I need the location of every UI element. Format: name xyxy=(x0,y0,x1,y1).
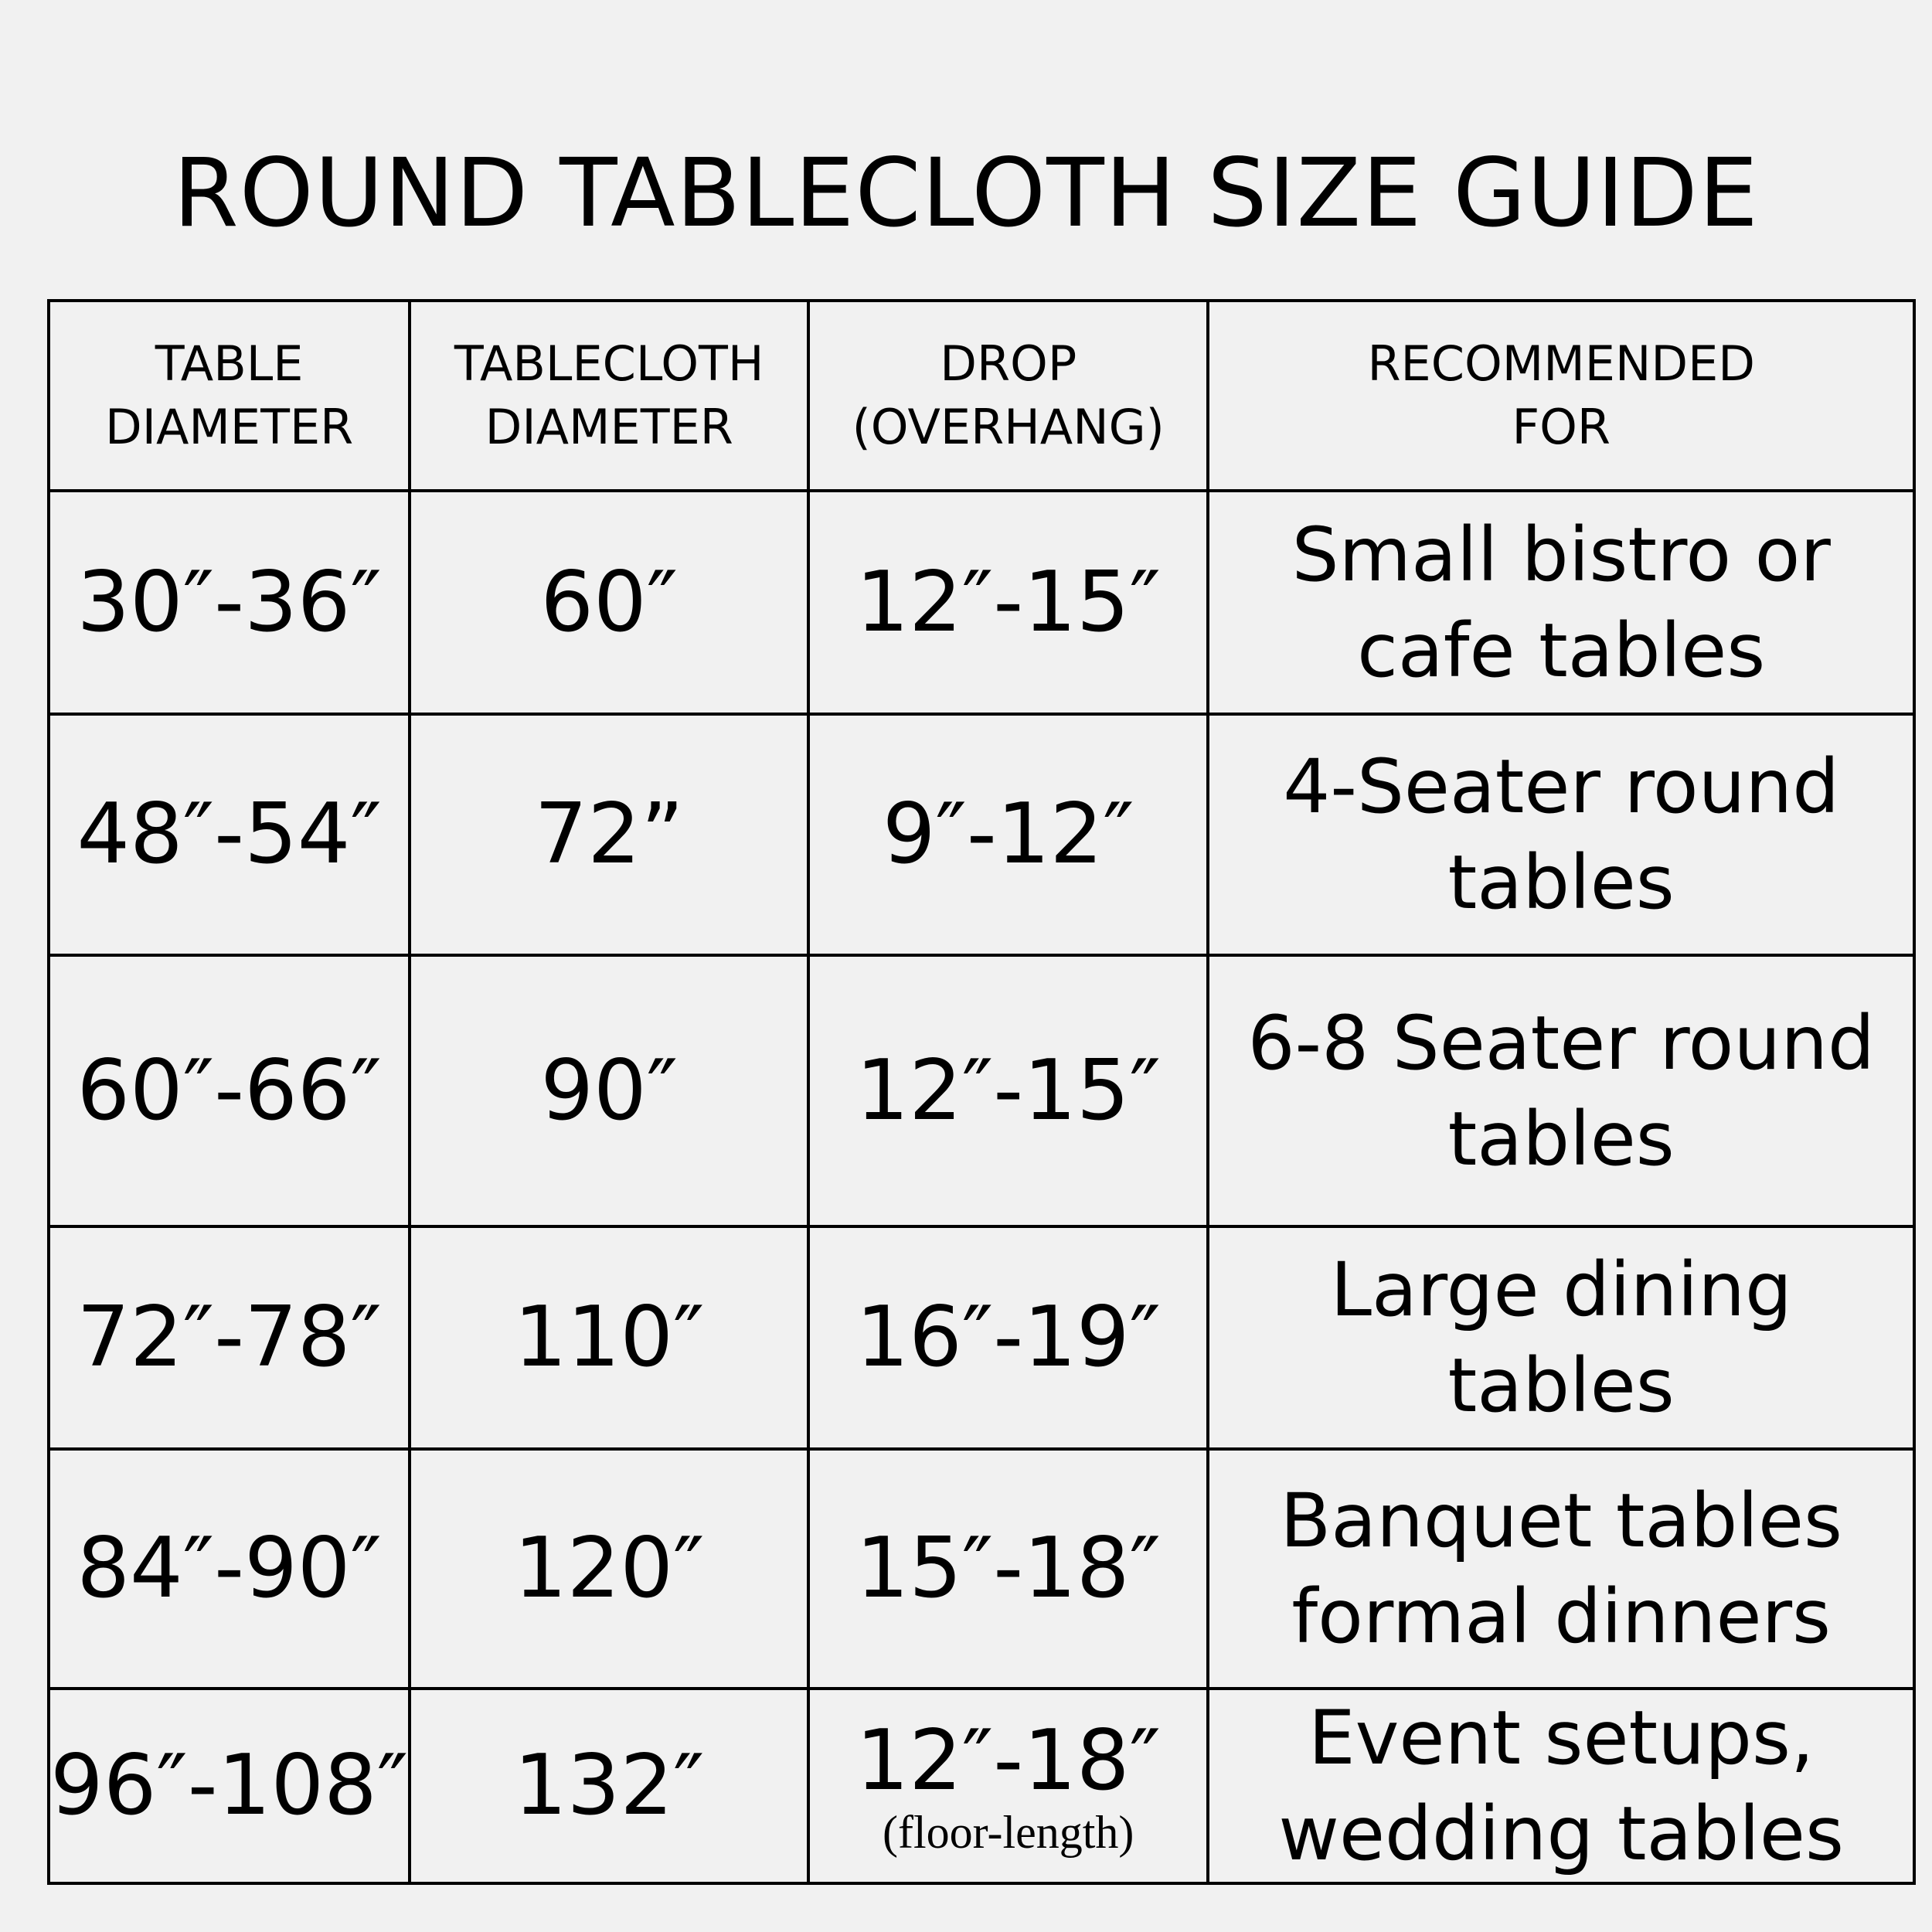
header-line: TABLECLOTH xyxy=(454,335,764,392)
rec-line: tables xyxy=(1447,839,1675,926)
header-drop: DROP (OVERHANG) xyxy=(807,299,1210,492)
rec-line: Large dining xyxy=(1330,1247,1792,1333)
tablecloth-diameter-cell: 60″ xyxy=(408,489,811,716)
size-guide-table: TABLE DIAMETER TABLECLOTH DIAMETER DROP (OV… xyxy=(46,299,1917,1885)
drop-value: 12″-15″ xyxy=(855,1042,1161,1139)
drop-cell: 15″-18″ xyxy=(807,1447,1210,1690)
page-title: ROUND TABLECLOTH SIZE GUIDE xyxy=(173,138,1759,248)
recommended-cell: Event setups, wedding tables xyxy=(1206,1687,1917,1885)
rec-line: tables xyxy=(1447,1342,1675,1429)
header-tablecloth-diameter: TABLECLOTH DIAMETER xyxy=(408,299,811,492)
header-line: DROP xyxy=(940,335,1077,392)
rec-line: 4-Seater round xyxy=(1283,743,1840,830)
recommended-cell: 4-Seater round tables xyxy=(1206,713,1917,957)
table-diameter-cell: 84″-90″ xyxy=(46,1447,412,1690)
table-row: 60″-66″ 90″ 12″-15″ 6-8 Seater round tabl… xyxy=(46,954,1917,1228)
tablecloth-diameter-cell: 110″ xyxy=(408,1225,811,1451)
tablecloth-diameter-cell: 132″ xyxy=(408,1687,811,1885)
rec-line: tables xyxy=(1447,1095,1675,1182)
drop-cell: 12″-15″ xyxy=(807,489,1210,716)
table-diameter-cell: 96″-108″ xyxy=(46,1687,412,1885)
rec-line: Small bistro or xyxy=(1291,511,1831,598)
drop-value: 12″-18″ xyxy=(855,1713,1161,1809)
table-diameter-cell: 48″-54″ xyxy=(46,713,412,957)
rec-line: formal dinners xyxy=(1291,1573,1832,1660)
table-row: 48″-54″ 72” 9″-12″ 4-Seater round tables xyxy=(46,713,1917,957)
rec-line: 6-8 Seater round xyxy=(1247,999,1875,1087)
table-row: 72″-78″ 110″ 16″-19″ Large dining tables xyxy=(46,1225,1917,1451)
drop-cell: 16″-19″ xyxy=(807,1225,1210,1451)
header-line: DIAMETER xyxy=(485,399,733,455)
header-table-diameter: TABLE DIAMETER xyxy=(46,299,412,492)
rec-line: Event setups, xyxy=(1308,1695,1815,1781)
tablecloth-diameter-cell: 90″ xyxy=(408,954,811,1228)
header-line: TABLE xyxy=(155,335,304,392)
drop-cell: 12″-15″ xyxy=(807,954,1210,1228)
recommended-cell: Small bistro or cafe tables xyxy=(1206,489,1917,716)
drop-value: 15″-18″ xyxy=(855,1520,1161,1617)
tablecloth-diameter-cell: 72” xyxy=(408,713,811,957)
drop-cell: 9″-12″ xyxy=(807,713,1210,957)
header-row: TABLE DIAMETER TABLECLOTH DIAMETER DROP (OV… xyxy=(46,299,1917,492)
header-line: DIAMETER xyxy=(104,399,354,455)
recommended-cell: Banquet tables formal dinners xyxy=(1206,1447,1917,1690)
rec-line: wedding tables xyxy=(1278,1791,1844,1877)
table-diameter-cell: 30″-36″ xyxy=(46,489,412,716)
header-recommended: RECOMMENDED FOR xyxy=(1206,299,1917,492)
table-row: 96″-108″ 132″ 12″-18″ (floor-length) Even… xyxy=(46,1687,1917,1885)
drop-note: (floor-length) xyxy=(883,1807,1134,1858)
drop-value: 9″-12″ xyxy=(882,786,1134,883)
table-diameter-cell: 72″-78″ xyxy=(46,1225,412,1451)
rec-line: Banquet tables xyxy=(1280,1478,1843,1564)
drop-value: 12″-15″ xyxy=(855,553,1161,651)
table-row: 84″-90″ 120″ 15″-18″ Banquet tables forma… xyxy=(46,1447,1917,1690)
drop-value: 16″-19″ xyxy=(855,1289,1161,1386)
recommended-cell: Large dining tables xyxy=(1206,1225,1917,1451)
drop-cell: 12″-18″ (floor-length) xyxy=(807,1687,1210,1885)
tablecloth-diameter-cell: 120″ xyxy=(408,1447,811,1690)
header-line: (OVERHANG) xyxy=(852,399,1165,455)
header-line: RECOMMENDED xyxy=(1367,335,1755,392)
header-line: FOR xyxy=(1512,399,1611,455)
table-row: 30″-36″ 60″ 12″-15″ Small bistro or cafe … xyxy=(46,489,1917,716)
table-diameter-cell: 60″-66″ xyxy=(46,954,412,1228)
recommended-cell: 6-8 Seater round tables xyxy=(1206,954,1917,1228)
rec-line: cafe tables xyxy=(1357,607,1766,694)
